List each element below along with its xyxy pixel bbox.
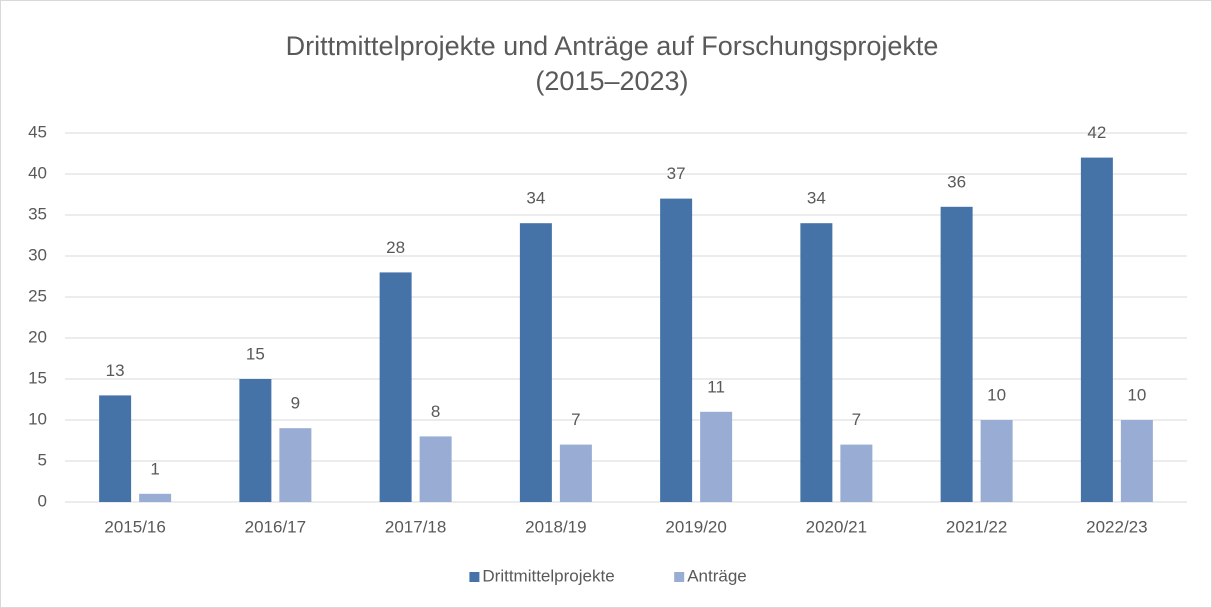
x-tick-label: 2019/20: [665, 517, 726, 536]
legend-label: Drittmittelprojekte: [482, 566, 614, 585]
value-label: 15: [246, 344, 265, 363]
value-label: 9: [291, 394, 300, 413]
x-tick-label: 2022/23: [1086, 517, 1147, 536]
bar: [99, 395, 132, 502]
bar: [660, 198, 693, 502]
x-tick-label: 2021/22: [946, 517, 1007, 536]
value-label: 7: [852, 410, 861, 429]
bar: [379, 272, 412, 502]
bar: [559, 444, 592, 502]
value-label: 10: [1127, 385, 1146, 404]
bar: [419, 436, 452, 502]
value-label: 13: [106, 361, 125, 380]
chart-title: Drittmittelprojekte und Anträge auf Fors…: [286, 31, 939, 61]
legend-swatch: [469, 572, 480, 582]
bar: [1080, 157, 1113, 502]
y-tick-label: 10: [28, 409, 47, 428]
x-tick-label: 2015/16: [104, 517, 165, 536]
value-label: 1: [150, 459, 159, 478]
legend-label: Anträge: [687, 566, 747, 585]
y-tick-label: 40: [28, 163, 47, 182]
x-tick-label: 2020/21: [806, 517, 867, 536]
x-tick-label: 2017/18: [385, 517, 446, 536]
x-tick-label: 2016/17: [245, 517, 306, 536]
value-label: 28: [386, 238, 405, 257]
value-label: 10: [987, 385, 1006, 404]
bar: [279, 428, 312, 502]
x-tick-label: 2018/19: [525, 517, 586, 536]
value-label: 7: [571, 410, 580, 429]
value-label: 34: [526, 189, 545, 208]
value-label: 36: [947, 172, 966, 191]
chart-title: (2015–2023): [535, 66, 688, 96]
bar: [940, 206, 973, 503]
bar: [519, 223, 552, 502]
bar: [1120, 420, 1153, 502]
bar: [800, 223, 833, 502]
legend-swatch: [674, 572, 685, 582]
y-tick-label: 45: [28, 122, 47, 141]
y-tick-label: 15: [28, 368, 47, 387]
y-tick-label: 5: [38, 450, 47, 469]
value-label: 8: [431, 402, 440, 421]
y-tick-label: 0: [38, 491, 47, 510]
y-tick-label: 30: [28, 245, 47, 264]
bar: [139, 493, 172, 502]
y-tick-label: 25: [28, 286, 47, 305]
bar: [700, 411, 733, 502]
value-label: 34: [807, 189, 826, 208]
bar: [980, 420, 1013, 502]
value-label: 37: [667, 164, 686, 183]
value-label: 42: [1087, 123, 1106, 142]
bar: [840, 444, 873, 502]
value-label: 11: [707, 377, 725, 396]
y-tick-label: 35: [28, 204, 47, 223]
y-tick-label: 20: [28, 327, 47, 346]
bar: [239, 379, 272, 502]
